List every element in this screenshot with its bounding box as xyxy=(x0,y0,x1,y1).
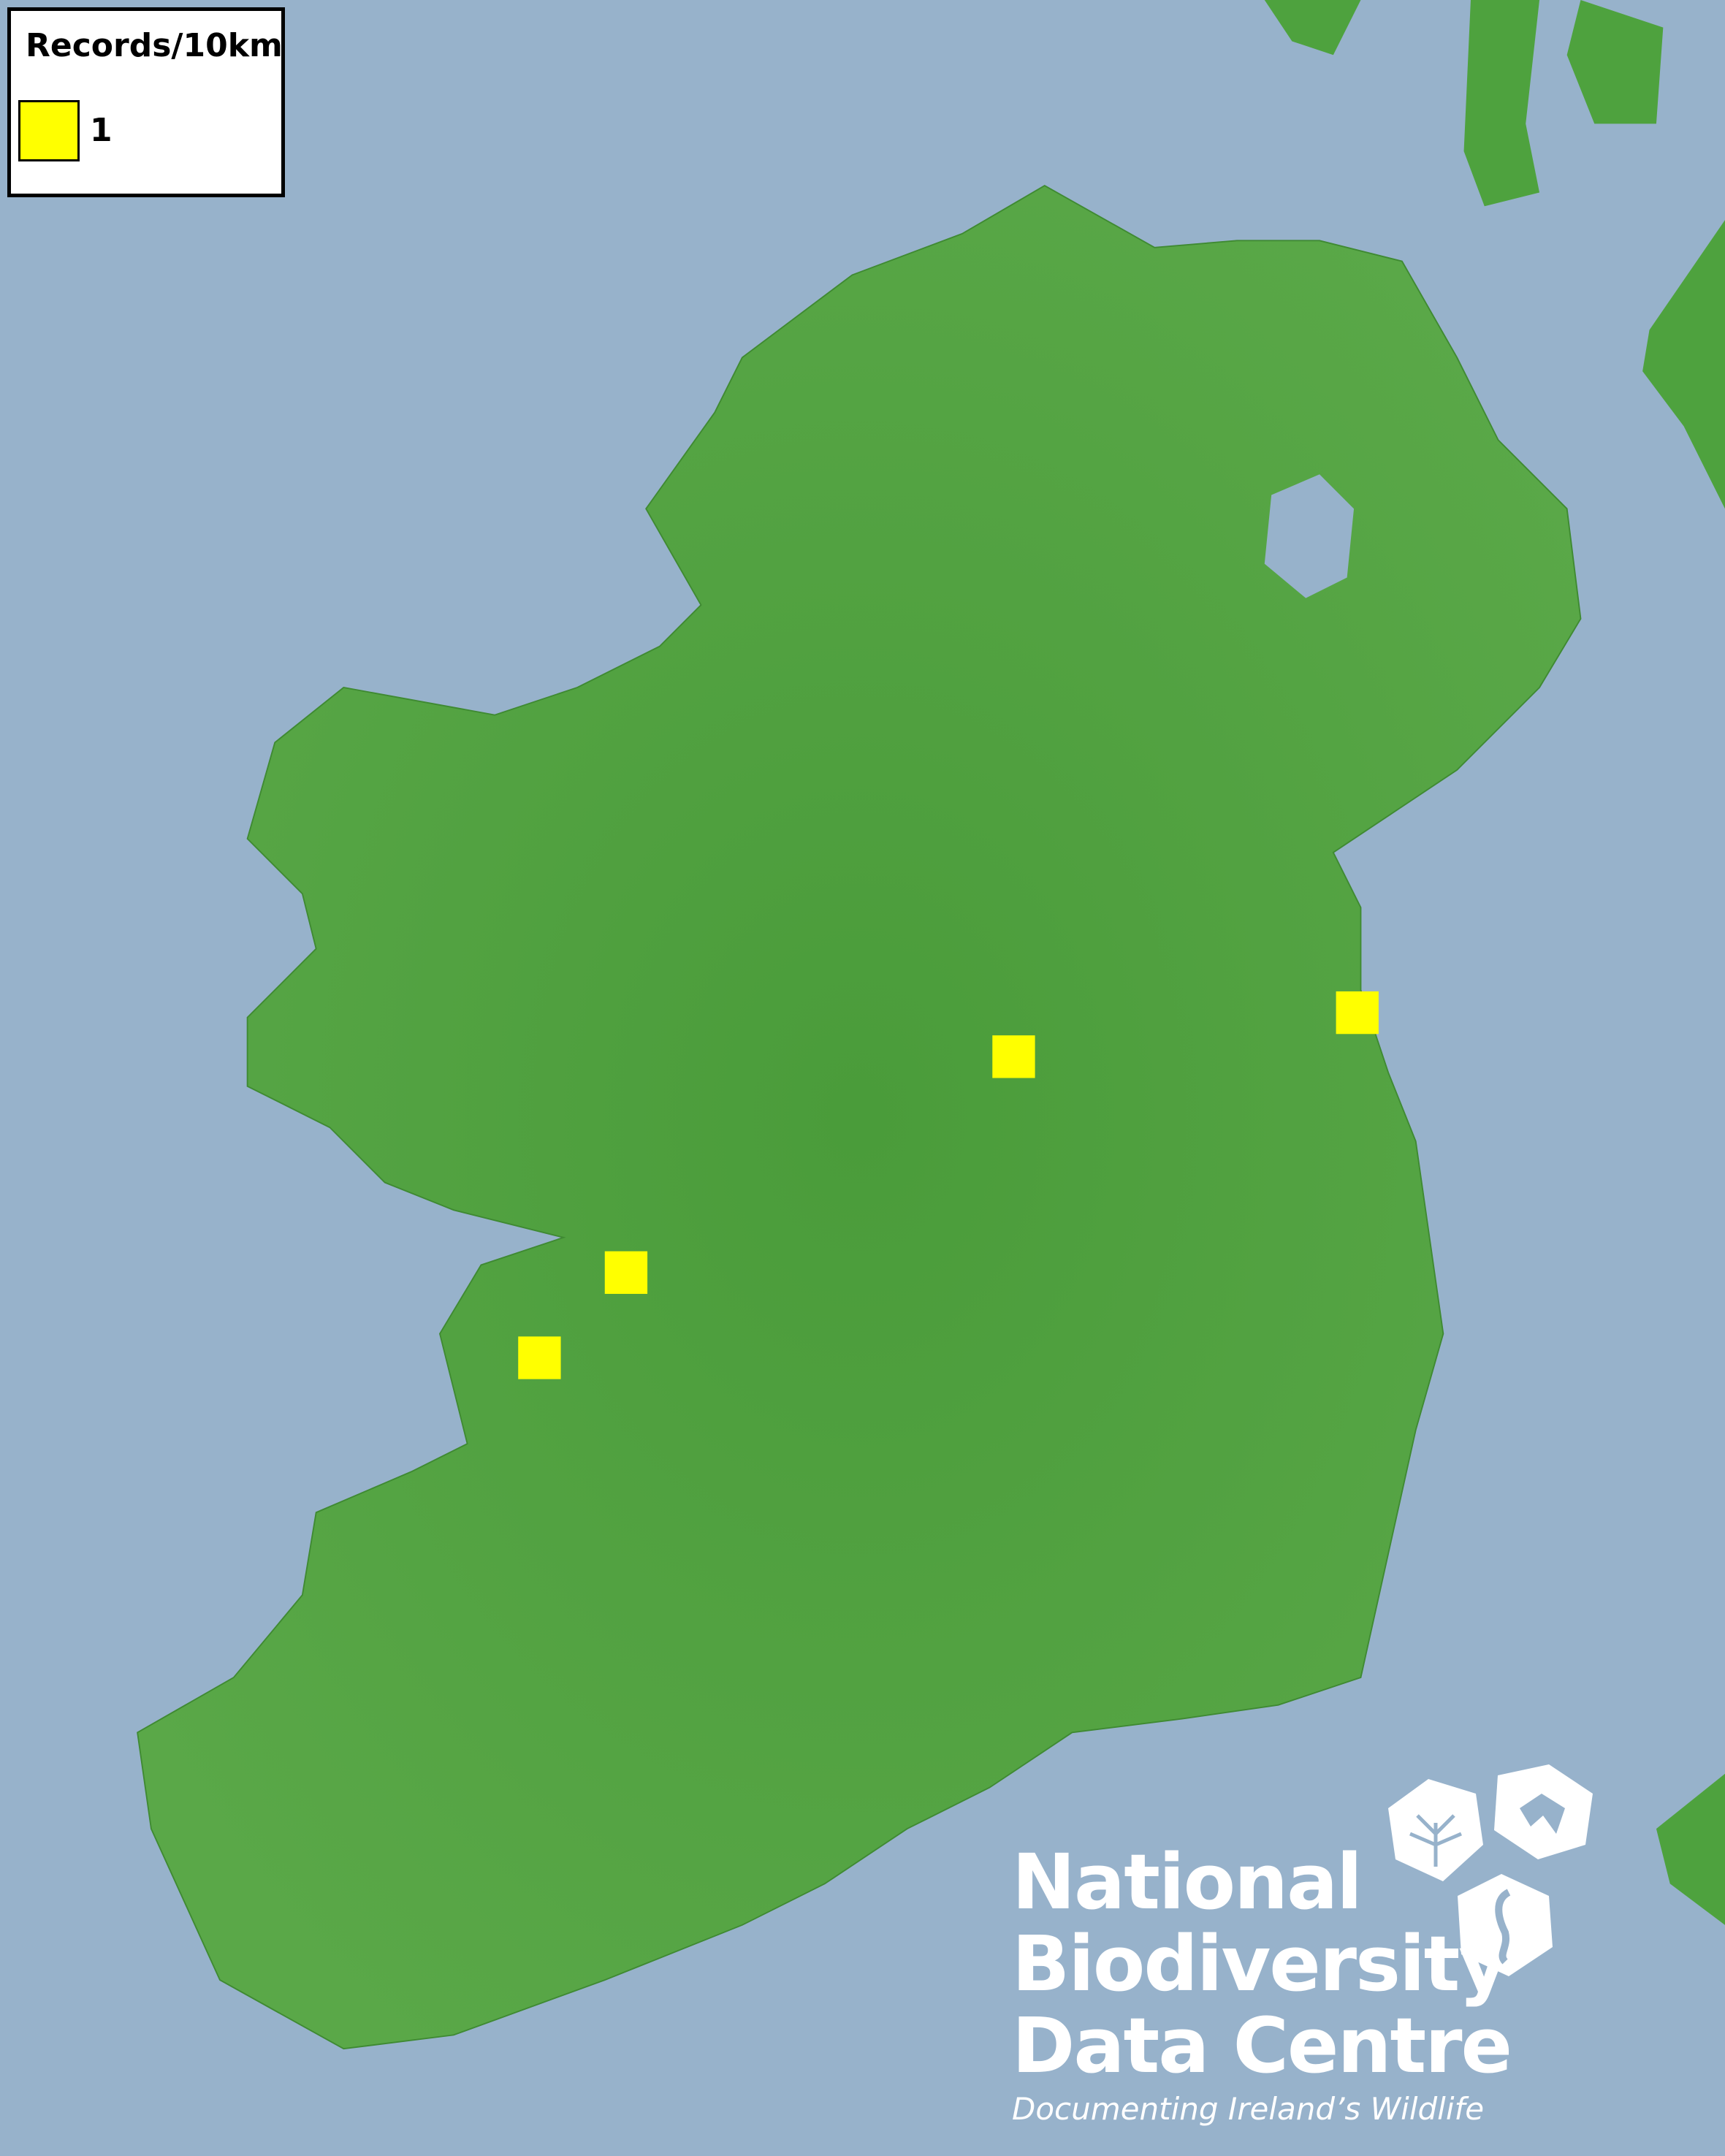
legend-title: Records/10km xyxy=(26,27,283,64)
logo-line-1: National xyxy=(1012,1837,1363,1927)
record-square xyxy=(518,1336,561,1379)
logo-tagline: Documenting Ireland’s Wildlife xyxy=(1012,2091,1485,2127)
legend-label: 1 xyxy=(90,112,113,149)
legend-swatch-yellow xyxy=(18,100,80,161)
record-square xyxy=(1336,991,1379,1035)
record-square xyxy=(992,1035,1035,1078)
record-square xyxy=(604,1251,648,1294)
logo-line-2: Biodiversity xyxy=(1012,1919,1508,2008)
legend: Records/10km 1 xyxy=(7,7,285,197)
ireland-landmass xyxy=(137,184,1582,2050)
logo-line-3: Data Centre xyxy=(1012,2001,1512,2090)
record-squares xyxy=(518,991,1379,1379)
lough-neagh xyxy=(1264,474,1355,598)
logo-hexagons-icon xyxy=(1388,1764,1593,1976)
nbdc-logo: National Biodiversity Data Centre Docume… xyxy=(1012,1837,1512,2127)
